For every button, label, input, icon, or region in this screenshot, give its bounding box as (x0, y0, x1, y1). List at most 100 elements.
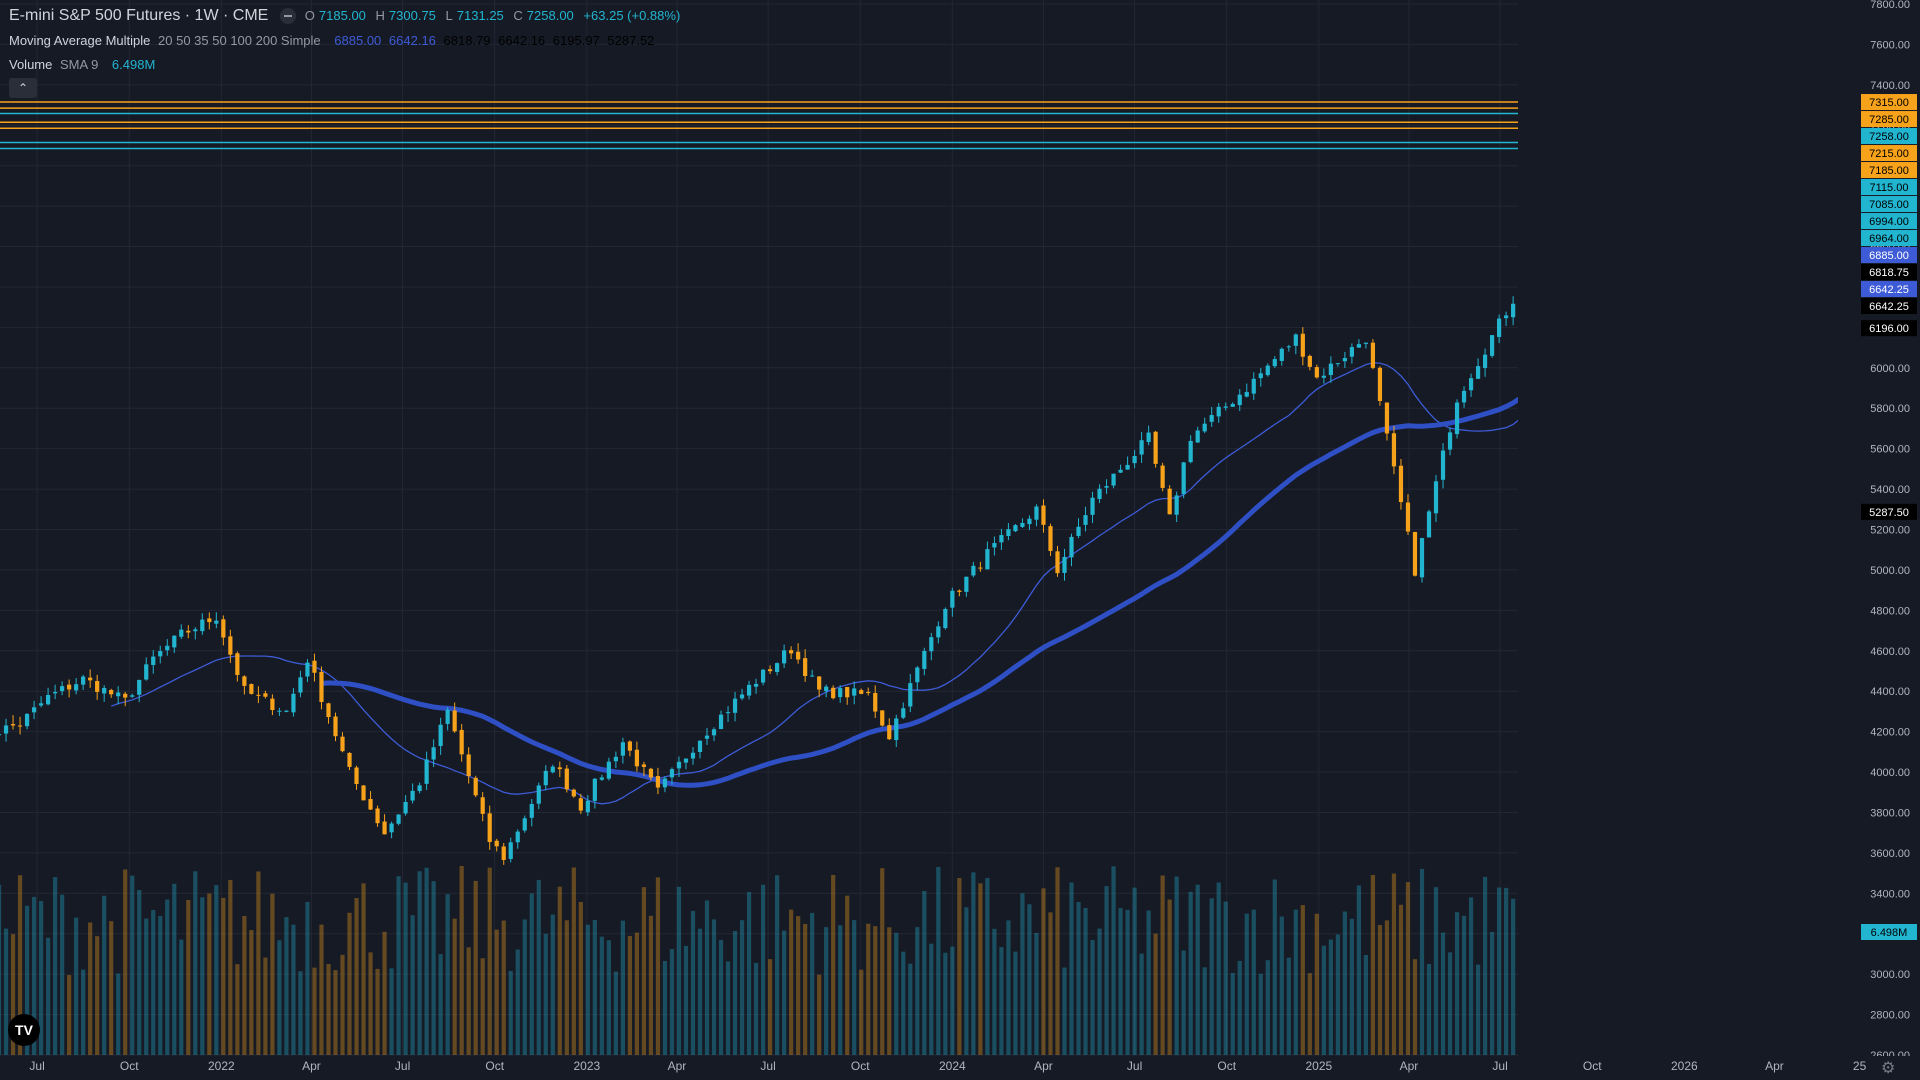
candle-body (887, 725, 892, 740)
volume-bar (859, 969, 864, 1055)
candle-body (95, 681, 100, 692)
volume-bar (550, 914, 555, 1055)
candle-body (578, 798, 583, 811)
candle-body (599, 777, 604, 780)
volume-bar (1286, 957, 1291, 1055)
volume-bar (1405, 882, 1411, 1055)
candle-body (1489, 335, 1495, 356)
volume-bar (165, 899, 170, 1055)
candle-body (319, 671, 324, 702)
volume-bar (200, 897, 205, 1055)
candle-body (711, 729, 717, 736)
candle-body (964, 576, 969, 592)
candle-body (522, 818, 527, 831)
volume-bar (95, 936, 100, 1055)
volume-bar (915, 927, 920, 1055)
ma-value-4: 6642.16 (498, 33, 546, 48)
gear-icon[interactable]: ⚙ (1881, 1060, 1896, 1077)
candle-body (585, 800, 590, 813)
candle-body (354, 767, 359, 784)
candle-body (1286, 346, 1291, 348)
candle-body (137, 679, 142, 695)
ma-legend[interactable]: Moving Average Multiple 20 50 35 50 100 … (9, 33, 658, 48)
candle-body (235, 653, 240, 675)
volume-bar (578, 901, 583, 1055)
volume-bar (298, 971, 303, 1055)
volume-bar (627, 935, 633, 1055)
volume-bar (1426, 963, 1432, 1055)
time-axis-background (0, 1056, 1920, 1080)
volume-bar (1314, 913, 1319, 1055)
visibility-eye-icon[interactable] (280, 7, 297, 24)
price-tag-label: 7115.00 (1870, 182, 1909, 194)
time-axis-tick: Apr (1400, 1059, 1419, 1073)
candle-body (1181, 462, 1186, 495)
candle-body (571, 789, 576, 797)
price-tag-label: 7258.00 (1869, 131, 1909, 143)
volume-bar (1475, 964, 1481, 1055)
price-axis-tick: 4800.00 (1870, 605, 1910, 617)
price-axis-background (1518, 0, 1920, 1080)
candle-body (915, 667, 920, 683)
volume-bar (410, 915, 415, 1055)
candle-body (3, 725, 9, 734)
volume-bar (319, 924, 324, 1055)
price-tag-label: 7315.00 (1869, 97, 1909, 109)
candle-body (746, 684, 752, 696)
volume-bar (1482, 876, 1488, 1055)
price-tag (1861, 179, 1917, 196)
collapse-legend-button[interactable]: ⌃ (9, 78, 37, 98)
candle-body (284, 710, 289, 712)
candle-body (88, 677, 93, 681)
volume-bar (1013, 951, 1018, 1055)
ma-20-line (110, 182, 1794, 805)
volume-bar (31, 896, 37, 1055)
candle-body (1132, 455, 1137, 464)
price-axis-tick: 4600.00 (1870, 646, 1910, 658)
candle-body (1195, 430, 1200, 443)
volume-bar (487, 867, 492, 1055)
candle-body (782, 650, 787, 664)
price-tag (1861, 247, 1917, 264)
price-tag-label: 7185.00 (1869, 165, 1909, 177)
candle-body (1433, 481, 1439, 514)
volume-bar (725, 961, 731, 1055)
volume-bar (1335, 934, 1340, 1055)
volume-bar (557, 886, 562, 1055)
volume-bar (1504, 887, 1509, 1055)
volume-legend[interactable]: Volume SMA 9 6.498M (9, 57, 159, 72)
candle-body (263, 693, 268, 697)
candle-body (852, 688, 857, 696)
volume-bar (263, 957, 268, 1055)
price-tag (1861, 503, 1917, 520)
time-axis-tick: Jul (1127, 1059, 1142, 1073)
time-axis-tick: Jul (760, 1059, 775, 1073)
volume-bar (382, 931, 387, 1055)
volume-bar (375, 968, 380, 1055)
candle-body (627, 741, 633, 751)
tradingview-logo-icon[interactable]: TV (8, 1014, 40, 1046)
time-axis-tick: 2025 (1306, 1059, 1333, 1073)
symbol-legend[interactable]: E-mini S&P 500 Futures · 1W · CME O 7185.… (9, 7, 688, 25)
candle-body (1104, 486, 1109, 488)
candle-body (1153, 431, 1158, 464)
volume-bar (10, 934, 16, 1055)
volume-bar (845, 895, 850, 1055)
ma-name: Moving Average Multiple (9, 33, 151, 48)
volume-value: 6.498M (111, 57, 156, 72)
candle-body (943, 609, 948, 628)
candle-body (992, 543, 997, 548)
candle-body (950, 590, 955, 608)
low-value: 7131.25 (456, 8, 504, 23)
price-axis-tick: 5200.00 (1870, 525, 1910, 537)
candle-body (410, 790, 415, 801)
candle-body (999, 535, 1004, 543)
volume-bar (1111, 866, 1116, 1055)
volume-bar (1293, 909, 1298, 1055)
candle-body (894, 718, 899, 741)
volume-bar (1412, 959, 1418, 1055)
candle-body (368, 798, 373, 810)
volume-bar (501, 920, 506, 1055)
candle-body (1027, 518, 1032, 525)
